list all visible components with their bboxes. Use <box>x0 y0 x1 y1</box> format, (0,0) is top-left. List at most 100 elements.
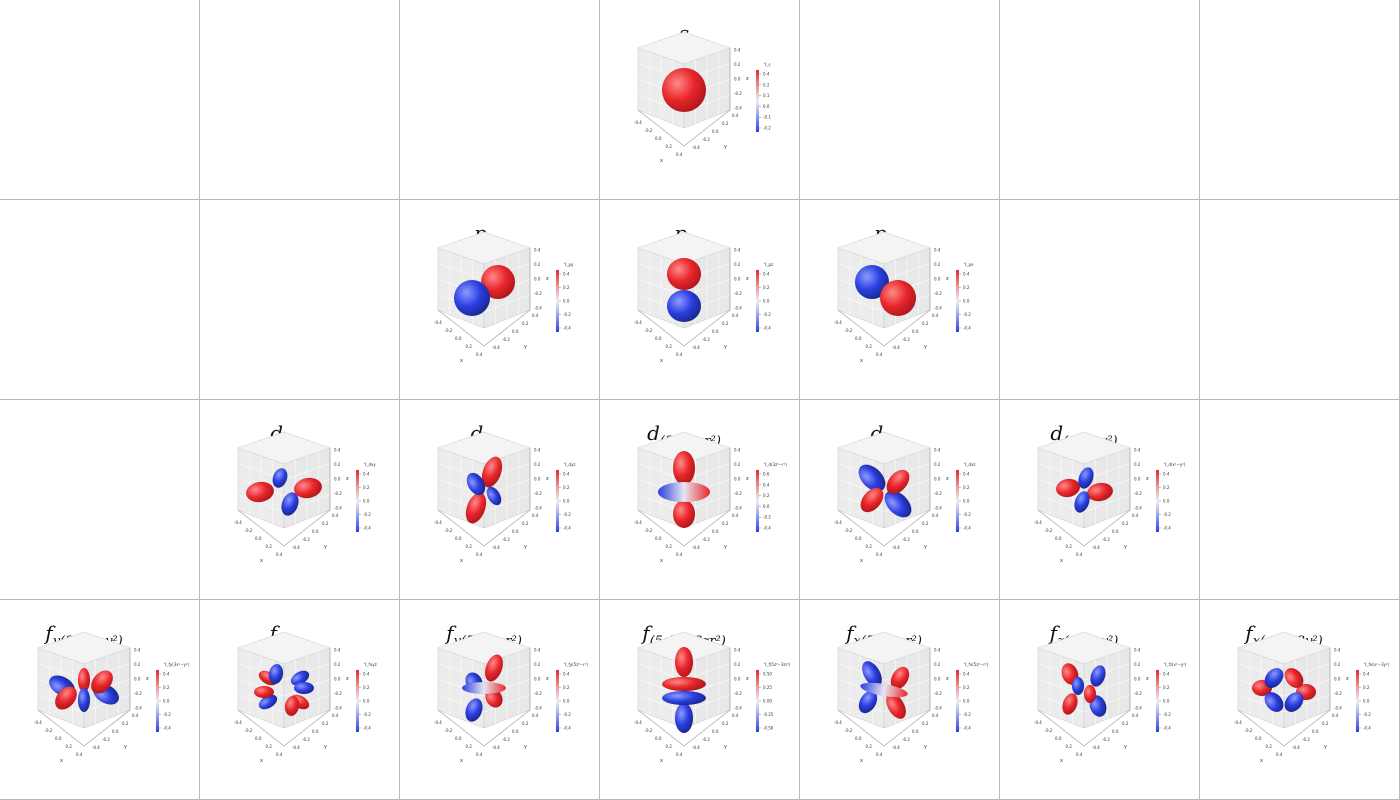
svg-text:-0.2: -0.2 <box>845 728 853 733</box>
orbital-shape <box>657 450 711 529</box>
svg-text:x: x <box>460 358 463 364</box>
orbital-lobe <box>453 279 491 317</box>
svg-text:0.0: 0.0 <box>312 729 319 734</box>
colorbar-tick: -0.50 <box>763 726 774 731</box>
colorbar-tick: -0.4 <box>963 326 971 331</box>
orbital-lobe <box>661 67 707 113</box>
orbital-lobe <box>272 468 288 488</box>
svg-text:-0.4: -0.4 <box>1292 745 1300 750</box>
orbital-lobe <box>860 487 884 513</box>
svg-text:z: z <box>746 476 749 482</box>
svg-text:0.4: 0.4 <box>1132 513 1139 518</box>
colorbar-tick: -0.1 <box>763 115 771 120</box>
svg-text:-0.4: -0.4 <box>634 120 642 125</box>
svg-text:-0.4: -0.4 <box>34 720 42 725</box>
svg-text:-0.4: -0.4 <box>692 145 700 150</box>
svg-text:-0.4: -0.4 <box>934 506 942 511</box>
svg-text:0.2: 0.2 <box>466 744 473 749</box>
svg-text:0.2: 0.2 <box>722 521 729 526</box>
svg-text:-0.2: -0.2 <box>734 691 742 696</box>
svg-text:0.4: 0.4 <box>332 713 339 718</box>
colorbar-tick: -0.2 <box>563 512 571 517</box>
svg-text:-0.4: -0.4 <box>1134 506 1142 511</box>
orbital-lobe <box>674 702 694 734</box>
empty-cell <box>0 0 200 200</box>
svg-text:0.2: 0.2 <box>722 721 729 726</box>
orbital-lobe <box>858 464 886 492</box>
colorbar-tick: 0.0 <box>563 499 570 504</box>
colorbar-label: Y_px <box>963 262 974 267</box>
axes-3d: -0.4-0.4-0.2-0.20.00.00.20.20.40.40.40.2… <box>234 631 349 764</box>
svg-text:0.4: 0.4 <box>334 448 341 453</box>
svg-text:-0.2: -0.2 <box>902 737 910 742</box>
colorbar-label: Y_fx(5z²−r²) <box>963 662 989 667</box>
svg-text:0.2: 0.2 <box>522 521 529 526</box>
svg-text:-0.2: -0.2 <box>334 691 342 696</box>
colorbar-tick: 0.4 <box>563 272 570 277</box>
svg-text:0.4: 0.4 <box>1332 713 1339 718</box>
svg-text:-0.4: -0.4 <box>292 545 300 550</box>
orbital-lobe <box>672 450 696 486</box>
orbital-cell: dxz-0.4-0.4-0.2-0.20.00.00.20.20.40.40.4… <box>800 400 1000 600</box>
svg-text:0.4: 0.4 <box>132 713 139 718</box>
svg-text:-0.2: -0.2 <box>445 328 453 333</box>
svg-text:0.0: 0.0 <box>1112 729 1119 734</box>
svg-text:x: x <box>660 158 663 164</box>
svg-text:0.4: 0.4 <box>532 713 539 718</box>
orbital-shape <box>1061 663 1107 717</box>
svg-text:-0.4: -0.4 <box>1092 545 1100 550</box>
orbital-lobe <box>1090 665 1106 687</box>
svg-text:0.4: 0.4 <box>334 648 341 653</box>
svg-text:-0.4: -0.4 <box>492 745 500 750</box>
orbital-lobe <box>293 477 323 499</box>
empty-cell <box>0 200 200 400</box>
svg-text:0.4: 0.4 <box>534 248 541 253</box>
svg-text:z: z <box>946 476 949 482</box>
colorbar-tick: -0.4 <box>363 726 371 731</box>
svg-text:0.4: 0.4 <box>932 313 939 318</box>
colorbar-tick: 0.4 <box>1363 672 1370 677</box>
svg-text:-0.2: -0.2 <box>102 737 110 742</box>
colorbar-tick: 0.2 <box>1363 685 1370 690</box>
svg-text:-0.2: -0.2 <box>1102 537 1110 542</box>
axes-3d: -0.4-0.4-0.2-0.20.00.00.20.20.40.40.40.2… <box>834 431 949 564</box>
svg-text:-0.4: -0.4 <box>734 306 742 311</box>
svg-text:0.0: 0.0 <box>934 477 941 482</box>
colorbar-tick: -0.4 <box>563 326 571 331</box>
svg-text:y: y <box>924 544 927 550</box>
svg-text:-0.4: -0.4 <box>492 545 500 550</box>
svg-text:0.0: 0.0 <box>1334 677 1341 682</box>
orbital-shape <box>465 456 503 524</box>
svg-text:0.4: 0.4 <box>534 448 541 453</box>
svg-text:z: z <box>946 276 949 282</box>
colorbar <box>956 670 959 732</box>
svg-text:-0.4: -0.4 <box>1234 720 1242 725</box>
svg-text:-0.4: -0.4 <box>234 720 242 725</box>
svg-text:-0.4: -0.4 <box>434 520 442 525</box>
svg-text:-0.2: -0.2 <box>845 328 853 333</box>
svg-text:x: x <box>660 558 663 564</box>
svg-text:x: x <box>860 758 863 764</box>
svg-text:0.2: 0.2 <box>934 262 941 267</box>
svg-text:0.2: 0.2 <box>722 121 729 126</box>
svg-text:-0.2: -0.2 <box>702 337 710 342</box>
orbital-lobe <box>657 481 711 503</box>
svg-text:-0.2: -0.2 <box>302 537 310 542</box>
svg-text:y: y <box>724 144 727 150</box>
svg-text:0.4: 0.4 <box>1276 752 1283 757</box>
colorbar-tick: 0.0 <box>1163 499 1170 504</box>
svg-text:-0.2: -0.2 <box>645 128 653 133</box>
svg-text:0.2: 0.2 <box>334 662 341 667</box>
colorbar-tick: -0.4 <box>163 726 171 731</box>
colorbar-tick: 0.4 <box>363 472 370 477</box>
svg-text:0.2: 0.2 <box>666 144 673 149</box>
svg-text:-0.2: -0.2 <box>534 491 542 496</box>
orbital-cell: fy(5z² − r²)-0.4-0.4-0.2-0.20.00.00.20.2… <box>400 600 600 800</box>
svg-text:-0.2: -0.2 <box>334 491 342 496</box>
orbital-lobe <box>666 289 702 323</box>
svg-text:0.2: 0.2 <box>134 662 141 667</box>
svg-text:0.4: 0.4 <box>332 513 339 518</box>
colorbar <box>556 470 559 532</box>
svg-text:0.0: 0.0 <box>455 536 462 541</box>
